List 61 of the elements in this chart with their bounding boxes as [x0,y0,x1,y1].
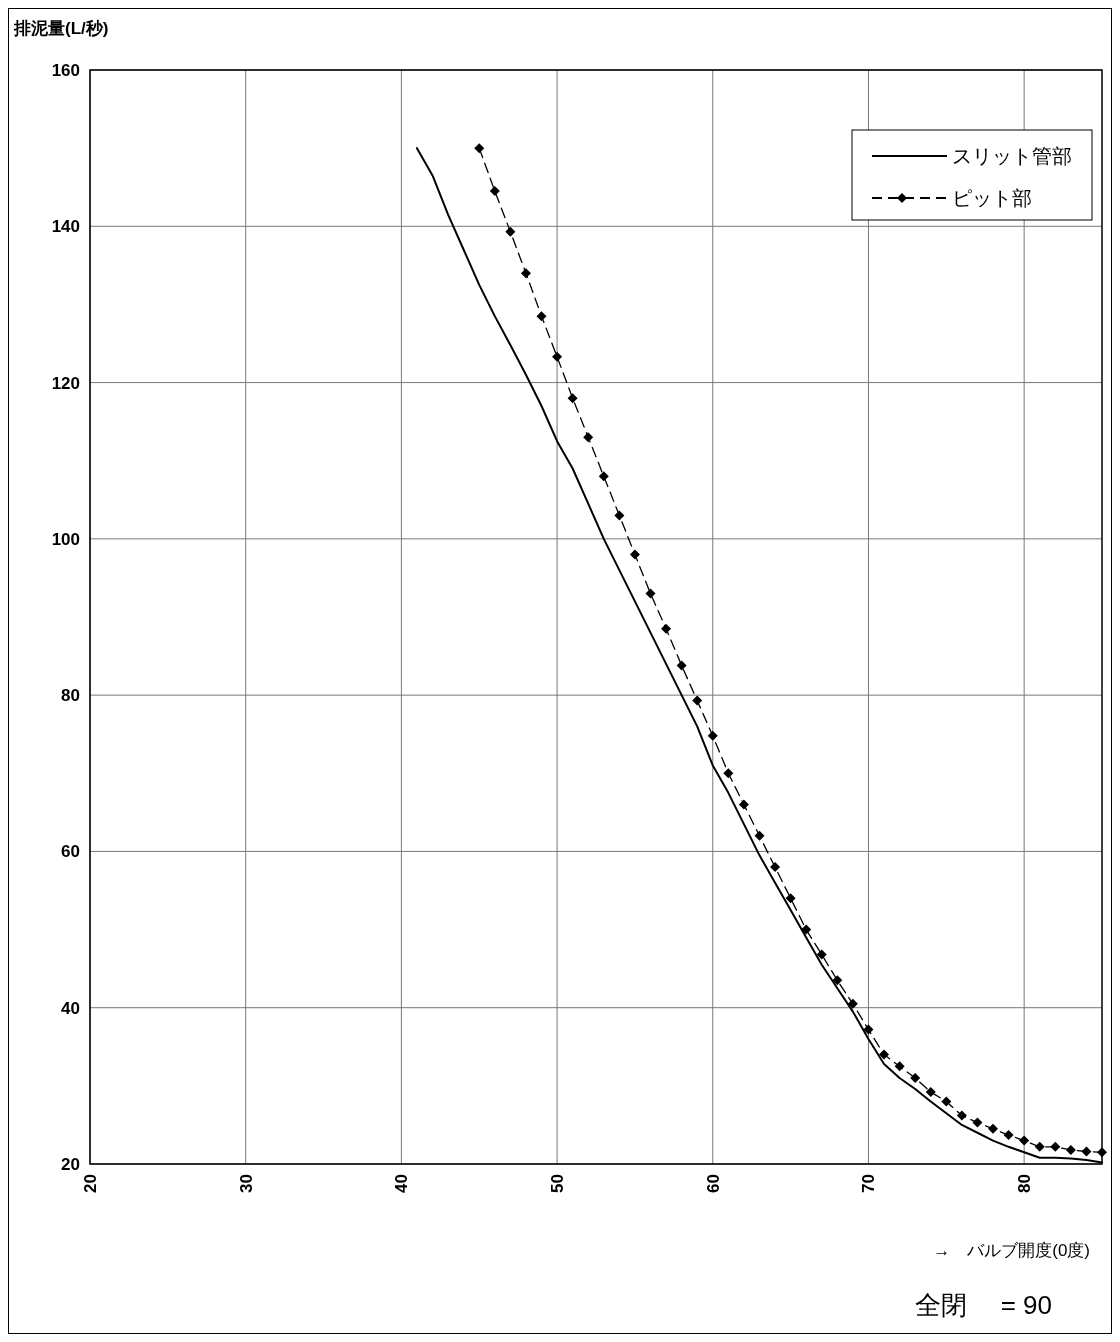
x-tick-label: 60 [703,1174,723,1193]
point [785,893,796,904]
point [832,975,843,986]
point [567,393,578,404]
point [629,549,640,560]
point [707,730,718,741]
legend-label: スリット管部 [952,145,1072,167]
y-tick-label: 20 [61,1154,80,1174]
point [1065,1144,1076,1155]
point [816,949,827,960]
point [692,695,703,706]
point [661,623,672,634]
point [583,432,594,443]
point [941,1096,952,1107]
point [520,268,531,279]
y-axis-title: 排泥量(L/秒) [13,19,109,38]
x-axis-title: → バルブ開度(0度) [933,1241,1090,1260]
point [925,1087,936,1098]
point [754,830,765,841]
point [847,998,858,1009]
point [879,1049,890,1060]
point [598,471,609,482]
y-tick-label: 160 [51,60,80,80]
point [801,924,812,935]
x-tick-label: 30 [236,1174,256,1193]
y-tick-label: 140 [51,217,80,237]
point [474,143,485,154]
y-tick-label: 120 [51,373,80,393]
point [863,1024,874,1035]
point [972,1117,983,1128]
point [723,768,734,779]
point [489,186,500,197]
point [910,1073,921,1084]
point [552,351,563,362]
x-tick-label: 20 [80,1174,100,1193]
point [770,862,781,873]
point [614,510,625,521]
point [988,1123,999,1134]
legend-label: ピット部 [952,187,1032,209]
point [1019,1135,1030,1146]
x-tick-label: 40 [392,1174,412,1193]
point [956,1110,967,1121]
point [1034,1141,1045,1152]
point [1003,1130,1014,1141]
point [894,1061,905,1072]
point [1050,1141,1061,1152]
y-tick-label: 100 [51,529,80,549]
x-tick-label: 50 [548,1174,568,1193]
x-tick-label: 80 [1015,1174,1035,1193]
point [1097,1147,1107,1158]
y-tick-label: 60 [61,842,80,862]
point [1081,1146,1092,1157]
text: 全閉 = 90 [915,1290,1052,1320]
y-tick-label: 40 [61,998,80,1018]
point [676,660,687,671]
point [645,588,656,599]
x-tick-label: 70 [859,1174,879,1193]
point [738,799,749,810]
point [536,311,547,322]
y-tick-label: 80 [61,686,80,706]
point [505,226,516,237]
